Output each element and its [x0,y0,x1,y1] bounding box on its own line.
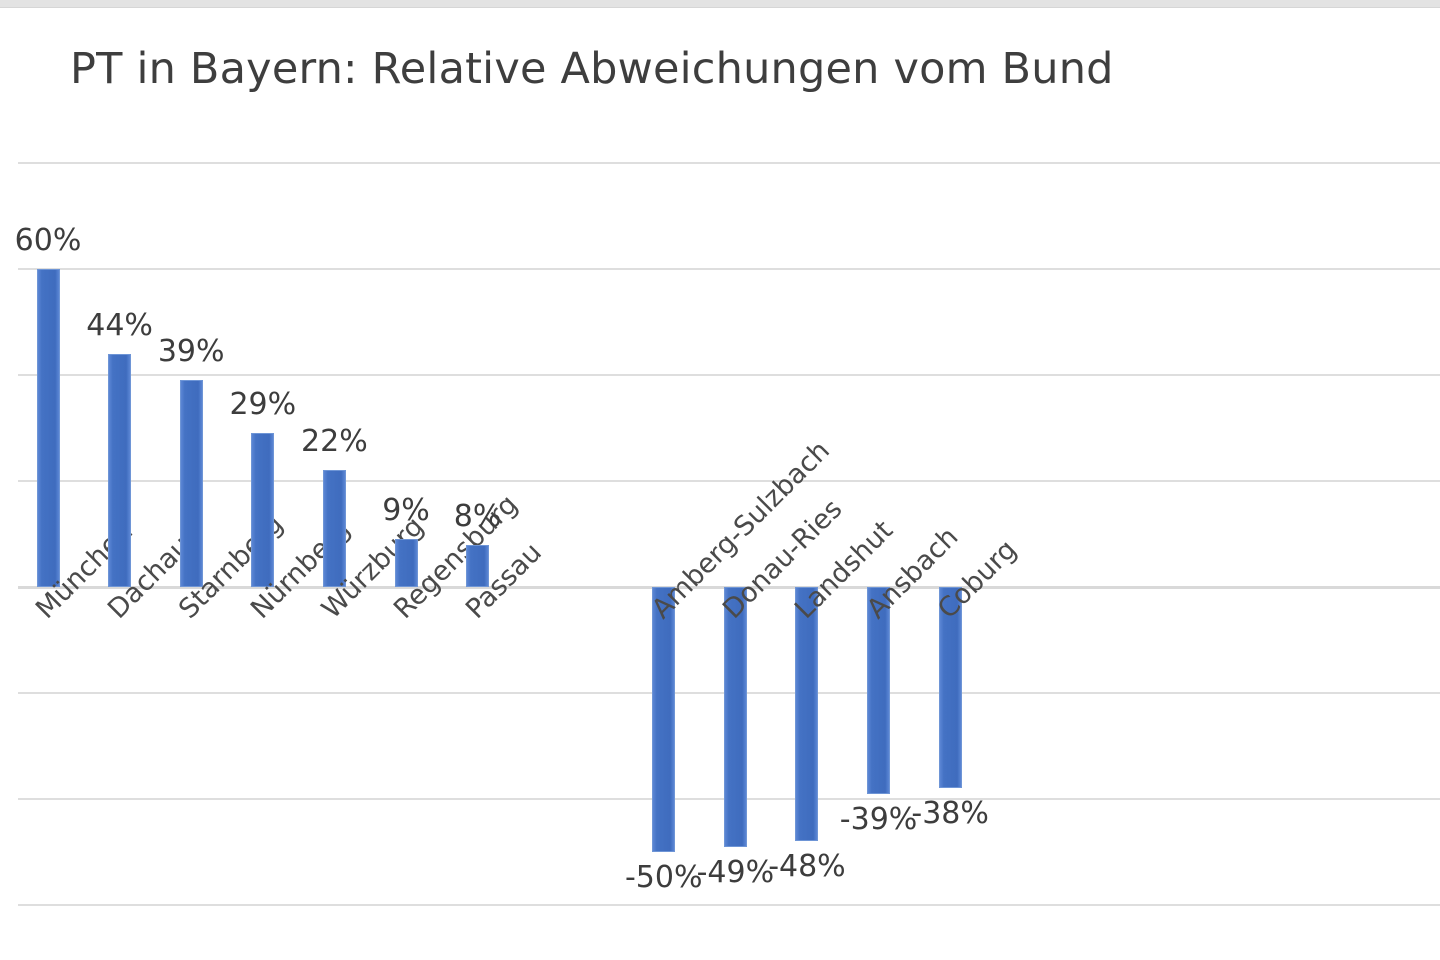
bar[interactable] [723,587,747,847]
bar-value-label: 29% [229,387,297,423]
bar-value-label: 39% [157,334,225,370]
slide-top-edge [0,0,1440,8]
bar[interactable] [108,353,132,587]
bar[interactable] [251,433,275,587]
gridline [18,904,1440,906]
bar-value-label: 44% [86,307,153,343]
bar-value-label: 9% [382,493,430,529]
bar-value-label: -50% [624,860,703,895]
bar[interactable] [466,544,490,587]
bar[interactable] [394,539,418,587]
bar-value-label: 8% [453,498,502,534]
bar-value-label: 22% [301,424,368,460]
gridline [18,374,1440,376]
bar[interactable] [938,587,962,789]
bar[interactable] [867,587,891,794]
bar[interactable] [322,470,346,587]
bar-value-label: -39% [839,801,918,837]
bar[interactable] [652,587,676,852]
gridline [18,480,1440,482]
bar[interactable] [795,587,819,842]
gridline [18,268,1440,270]
bar-value-label: -48% [768,849,846,885]
gridline [18,162,1440,164]
bar-value-label: -38% [911,796,989,832]
bar[interactable] [179,380,203,587]
bar[interactable] [36,269,60,587]
bar-value-label: 60% [14,223,82,258]
bar-value-label: -49% [696,854,775,890]
chart-title: PT in Bayern: Relative Abweichungen vom … [70,44,1114,94]
